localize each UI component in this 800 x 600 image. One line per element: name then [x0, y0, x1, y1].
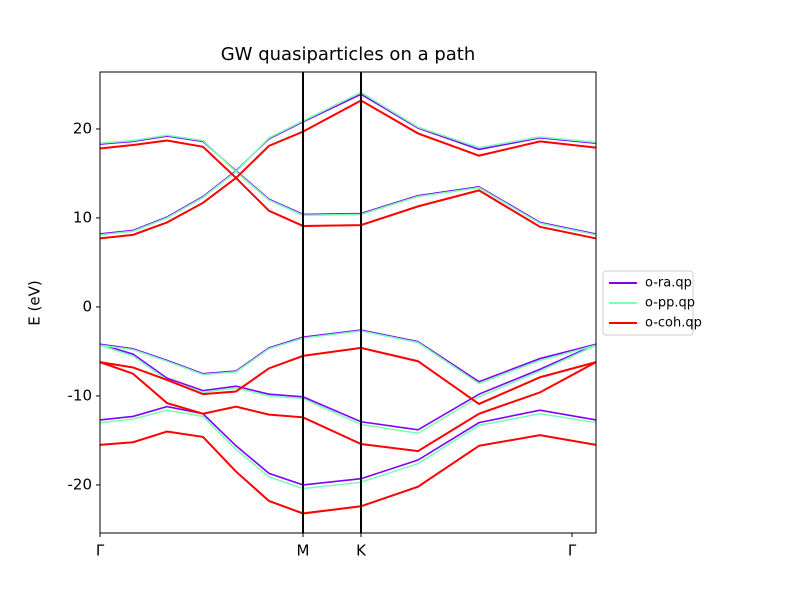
plot-frame — [99, 71, 597, 534]
legend-box — [602, 270, 694, 336]
band-line — [99, 405, 597, 486]
x-tick-label: Γ — [96, 542, 105, 560]
legend-label: o-ra.qp — [645, 276, 692, 291]
band-line — [99, 91, 597, 173]
chart-title: GW quasiparticles on a path — [221, 44, 476, 65]
x-tick-label: M — [297, 542, 310, 560]
band-line — [99, 329, 597, 383]
band-line — [99, 176, 597, 240]
y-tick-label: 20 — [73, 119, 92, 137]
band-line — [99, 361, 597, 453]
x-tick-label: K — [356, 542, 367, 560]
y-tick-label: 10 — [73, 208, 92, 226]
band-line — [99, 346, 597, 406]
band-line — [99, 409, 597, 490]
band-line — [99, 343, 597, 431]
legend-label: o-pp.qp — [645, 296, 695, 311]
band-line — [99, 99, 597, 180]
band-line — [99, 430, 597, 515]
y-axis-label: E (eV) — [26, 280, 44, 325]
y-tick-label: -10 — [68, 386, 93, 404]
band-line — [99, 93, 597, 172]
band-line — [99, 330, 597, 385]
band-line — [99, 170, 597, 236]
x-tick-label: Γ — [568, 542, 577, 560]
y-tick-label: -20 — [68, 475, 93, 493]
band-line — [99, 344, 597, 435]
y-tick-label: 0 — [82, 297, 92, 315]
legend: o-ra.qp o-pp.qp o-coh.qp — [602, 270, 702, 336]
legend-label: o-coh.qp — [645, 316, 702, 331]
